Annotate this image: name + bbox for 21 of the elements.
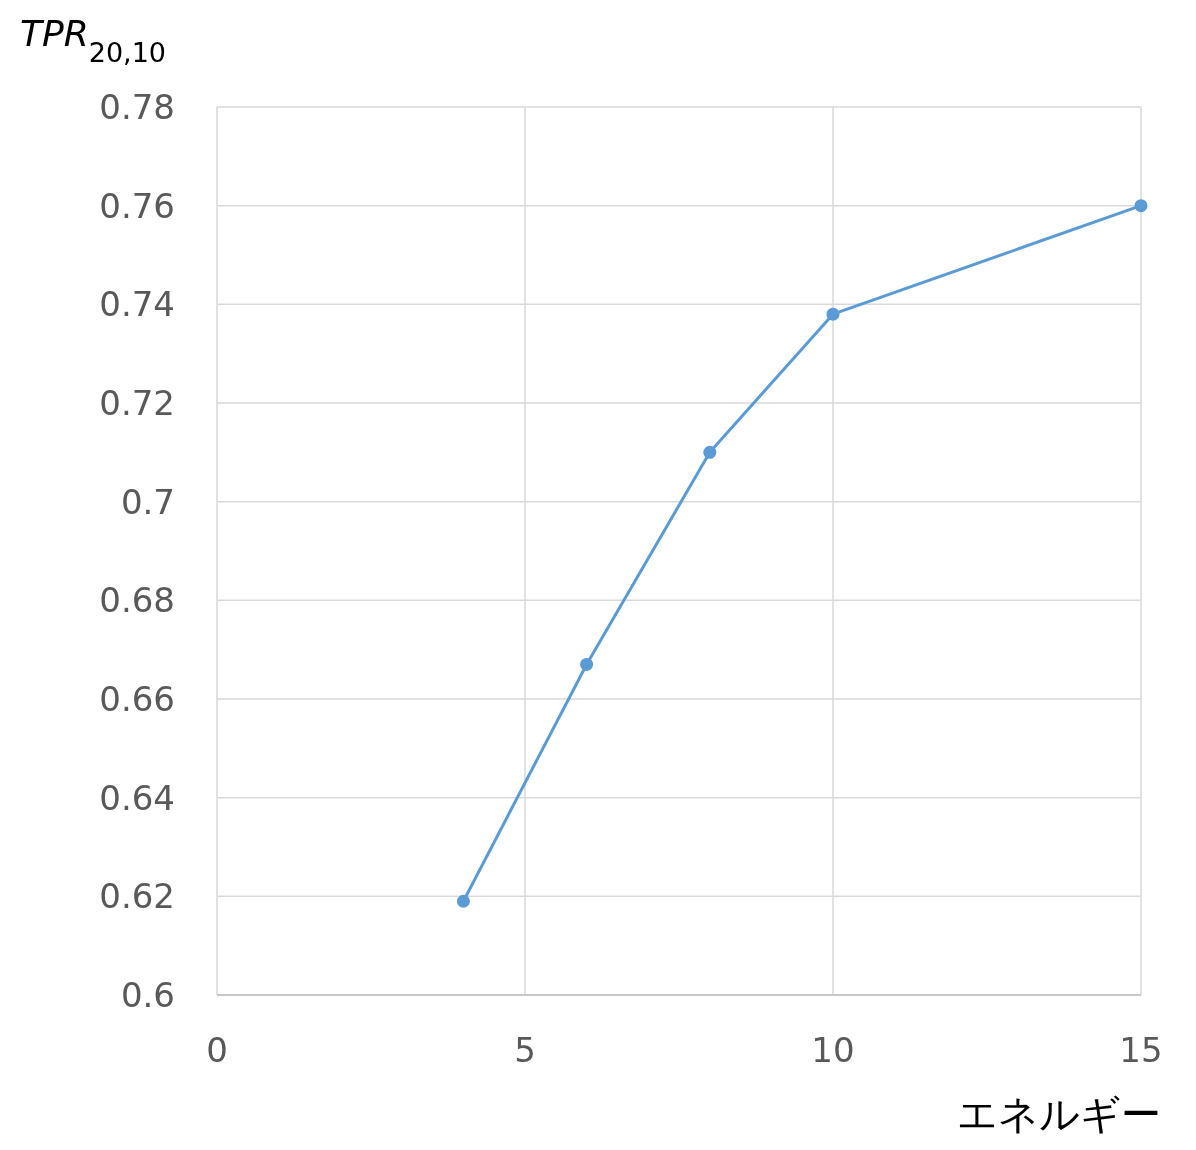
y-tick-label: 0.74 [99, 284, 175, 325]
x-tick-label: 0 [206, 1030, 228, 1070]
y-tick-label: 0.72 [99, 383, 175, 423]
point [826, 307, 840, 321]
x-axis-title: エネルギー [957, 1091, 1161, 1137]
point [580, 657, 594, 671]
y-tick-label: 0.7 [120, 481, 175, 522]
y-axis-title: TPR$_{20,10}$ [20, 13, 167, 68]
y-tick-label: 0.62 [99, 876, 175, 917]
y-tick-label: 0.78 [99, 87, 175, 127]
x-tick-label: 10 [811, 1030, 855, 1070]
y-tick-label: 0.68 [99, 580, 175, 621]
y-tick-label: 0.64 [99, 777, 175, 818]
point [1134, 199, 1148, 213]
point [456, 894, 470, 908]
y-tick-label: 0.76 [99, 185, 175, 226]
y-tick-label: 0.66 [99, 679, 175, 719]
point [703, 445, 717, 459]
x-tick-label: 15 [1119, 1030, 1163, 1070]
y-tick-label: 0.6 [120, 975, 175, 1015]
x-tick-label: 5 [514, 1030, 536, 1070]
